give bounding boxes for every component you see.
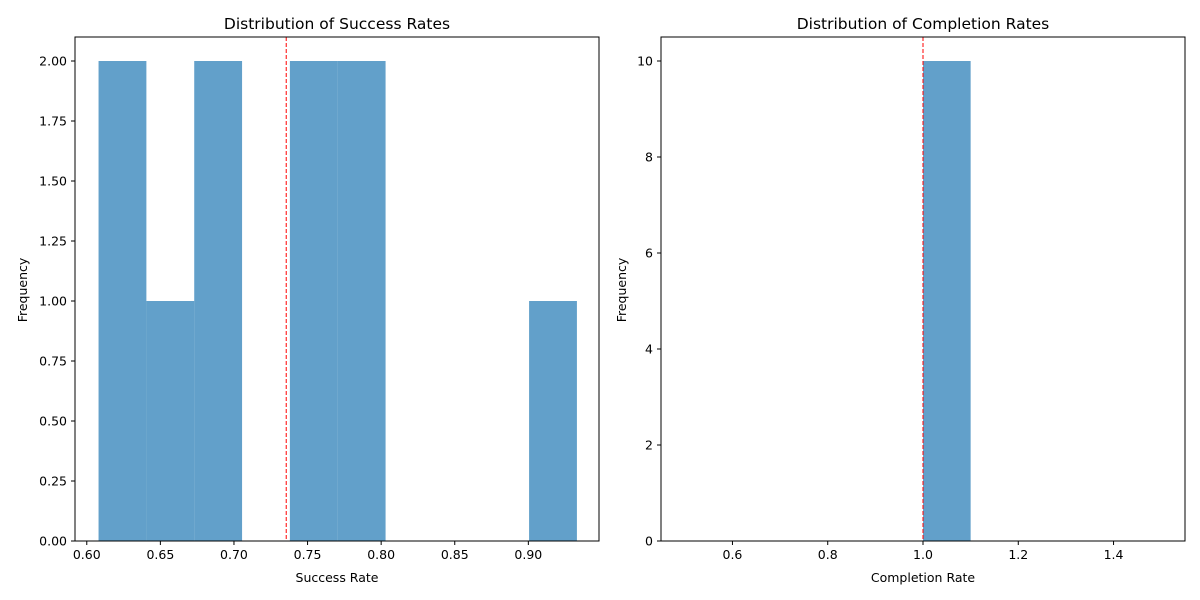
histogram-bar-0 bbox=[923, 61, 971, 541]
x-tick-label: 1.0 bbox=[913, 547, 933, 562]
x-ticks: 0.6 0.8 1.0 1.2 1.4 bbox=[723, 541, 1124, 562]
y-tick-label: 0.00 bbox=[39, 534, 67, 549]
x-tick-label: 1.4 bbox=[1104, 547, 1124, 562]
y-tick-label: 2.00 bbox=[39, 54, 67, 69]
x-tick-label: 0.75 bbox=[294, 547, 322, 562]
x-tick-label: 0.6 bbox=[723, 547, 743, 562]
y-tick-label: 10 bbox=[637, 54, 653, 69]
chart-title: Distribution of Completion Rates bbox=[797, 15, 1050, 33]
histogram-bar-9 bbox=[529, 301, 577, 541]
y-tick-label: 1.00 bbox=[39, 294, 67, 309]
completion-rate-histogram: Distribution of Completion Rates Complet… bbox=[614, 15, 1186, 585]
x-tick-label: 0.8 bbox=[818, 547, 838, 562]
y-tick-label: 0 bbox=[645, 534, 653, 549]
y-tick-label: 1.50 bbox=[39, 174, 67, 189]
y-tick-label: 1.75 bbox=[39, 114, 67, 129]
bars bbox=[923, 61, 971, 541]
bars bbox=[98, 61, 577, 541]
histogram-bar-0 bbox=[98, 61, 147, 541]
y-tick-label: 8 bbox=[645, 150, 653, 165]
x-axis-label: Success Rate bbox=[296, 570, 379, 585]
y-axis-label: Frequency bbox=[614, 257, 629, 322]
histogram-bar-5 bbox=[337, 61, 386, 541]
x-tick-label: 0.70 bbox=[220, 547, 248, 562]
histogram-bar-2 bbox=[194, 61, 243, 541]
success-rate-histogram: Distribution of Success Rates Success Ra… bbox=[15, 15, 600, 585]
y-tick-label: 4 bbox=[645, 342, 653, 357]
x-tick-label: 0.85 bbox=[441, 547, 469, 562]
x-tick-label: 0.80 bbox=[367, 547, 395, 562]
y-axis-label: Frequency bbox=[15, 257, 30, 322]
y-tick-label: 0.75 bbox=[39, 354, 67, 369]
histogram-bar-1 bbox=[146, 301, 195, 541]
y-tick-label: 0.50 bbox=[39, 414, 67, 429]
x-tick-label: 0.90 bbox=[514, 547, 542, 562]
histogram-bar-4 bbox=[289, 61, 338, 541]
x-axis-label: Completion Rate bbox=[871, 570, 976, 585]
chart-title: Distribution of Success Rates bbox=[224, 15, 450, 33]
y-tick-label: 2 bbox=[645, 438, 653, 453]
x-tick-label: 1.2 bbox=[1008, 547, 1028, 562]
x-tick-label: 0.65 bbox=[146, 547, 174, 562]
x-ticks: 0.60 0.65 0.70 0.75 0.80 0.85 0.90 bbox=[73, 541, 542, 562]
y-tick-label: 6 bbox=[645, 246, 653, 261]
y-tick-label: 0.25 bbox=[39, 474, 67, 489]
y-tick-label: 1.25 bbox=[39, 234, 67, 249]
plot-frame bbox=[74, 36, 600, 542]
y-ticks: 0.00 0.25 0.50 0.75 1.00 1.25 1.50 1.75 2.00 bbox=[39, 54, 75, 549]
x-tick-label: 0.60 bbox=[73, 547, 101, 562]
y-ticks: 0 2 4 6 8 10 bbox=[637, 54, 661, 549]
